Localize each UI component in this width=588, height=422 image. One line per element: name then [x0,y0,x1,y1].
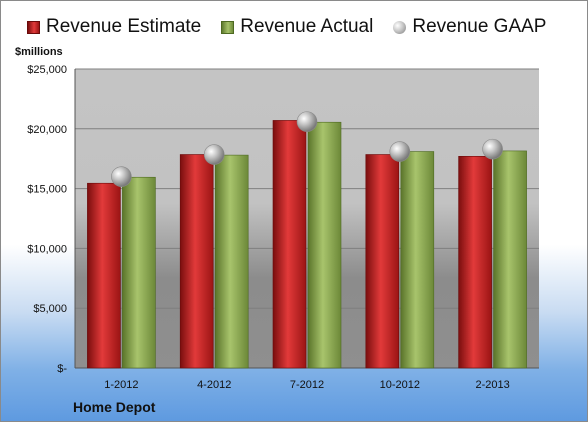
legend-swatch-revenue-gaap [393,20,407,34]
x-tick-label: 1-2012 [104,379,138,391]
marker-revenue-gaap [111,166,132,187]
bar-revenue-actual [493,150,527,369]
legend-item-revenue-gaap: Revenue GAAP [393,16,546,38]
y-tick-label: $25,000 [27,64,67,76]
bar-revenue-estimate [87,182,121,369]
legend-swatch-revenue-actual [221,20,235,34]
legend-item-revenue-estimate: Revenue Estimate [27,16,201,38]
legend-item-revenue-actual: Revenue Actual [221,16,373,38]
y-tick-label: $15,000 [27,184,67,196]
bar-series [87,120,527,369]
legend-label-revenue-gaap: Revenue GAAP [412,16,547,37]
marker-revenue-gaap [389,141,411,162]
bar-revenue-estimate [179,154,214,369]
legend-label-revenue-actual: Revenue Actual [240,16,374,37]
y-tick-label: $5,000 [33,303,67,315]
y-tick-label: $10,000 [27,243,67,255]
y-tick-label: $- [57,363,67,375]
x-axis-ticks: 1-2012 4-2012 7-2012 10-2012 2-2013 [104,379,509,391]
bar-revenue-actual [307,121,342,369]
gaap-markers [111,111,503,187]
legend-swatch-revenue-estimate [27,20,40,34]
company-label: Home Depot [73,399,156,415]
x-tick-label: 2-2013 [475,379,509,391]
marker-revenue-gaap [203,144,225,165]
x-tick-label: 10-2012 [380,379,420,391]
marker-revenue-gaap [296,111,318,132]
marker-revenue-gaap [482,138,503,160]
legend-label-revenue-estimate: Revenue Estimate [46,16,202,37]
x-tick-label: 4-2012 [197,379,231,391]
bar-revenue-estimate [458,156,492,369]
y-axis-ticks: $- $5,000 $10,000 $15,000 $20,000 $25,000 [27,64,67,375]
bar-revenue-actual [400,151,435,369]
x-tick-label: 7-2012 [290,379,324,391]
bar-revenue-actual [214,154,249,369]
y-tick-label: $20,000 [27,124,67,136]
bar-revenue-estimate [365,154,400,369]
legend: Revenue Estimate Revenue Actual Revenue … [27,15,546,39]
bar-revenue-estimate [272,120,307,369]
bar-revenue-actual [122,176,156,369]
y-axis-units-label: $millions [15,46,63,58]
